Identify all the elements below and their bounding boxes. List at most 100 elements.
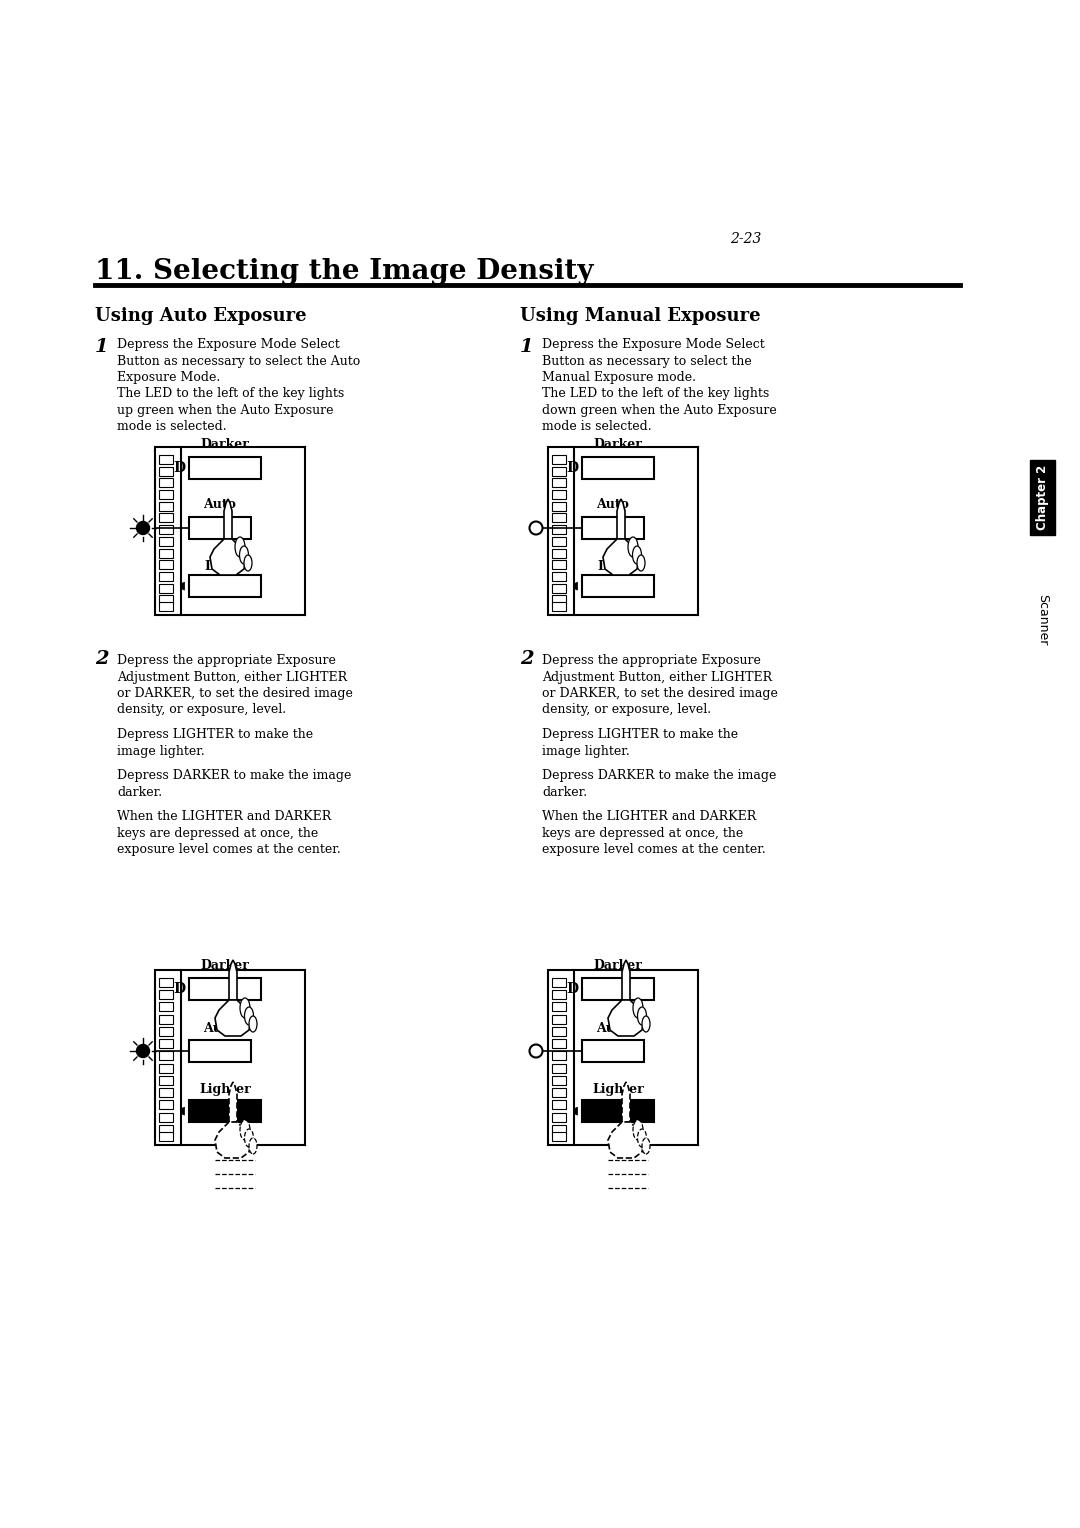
Ellipse shape bbox=[240, 998, 249, 1018]
Text: darker.: darker. bbox=[542, 785, 588, 799]
Text: mode is selected.: mode is selected. bbox=[542, 420, 651, 434]
Ellipse shape bbox=[633, 545, 642, 564]
Bar bbox=[189, 1100, 261, 1122]
Bar bbox=[159, 978, 173, 987]
Bar bbox=[159, 536, 173, 545]
Ellipse shape bbox=[235, 536, 245, 558]
Text: The LED to the left of the key lights: The LED to the left of the key lights bbox=[117, 388, 345, 400]
Circle shape bbox=[529, 521, 542, 535]
Text: 2-23: 2-23 bbox=[730, 232, 761, 246]
Text: When the LIGHTER and DARKER: When the LIGHTER and DARKER bbox=[117, 810, 332, 824]
Bar bbox=[582, 575, 654, 597]
Ellipse shape bbox=[642, 1138, 650, 1154]
Bar bbox=[159, 1002, 173, 1012]
Text: ◖: ◖ bbox=[572, 581, 578, 591]
Bar bbox=[159, 1015, 173, 1024]
Text: image lighter.: image lighter. bbox=[117, 744, 205, 758]
Text: or DARKER, to set the desired image: or DARKER, to set the desired image bbox=[117, 688, 353, 700]
Text: Using Auto Exposure: Using Auto Exposure bbox=[95, 307, 307, 325]
Bar bbox=[159, 1100, 173, 1109]
Text: D: D bbox=[173, 983, 185, 996]
Bar bbox=[189, 1041, 251, 1062]
Text: up green when the Auto Exposure: up green when the Auto Exposure bbox=[117, 403, 334, 417]
Bar bbox=[552, 584, 566, 593]
Bar bbox=[552, 1039, 566, 1048]
Ellipse shape bbox=[244, 1129, 254, 1148]
Text: Lighter: Lighter bbox=[199, 1083, 251, 1096]
Circle shape bbox=[529, 1045, 542, 1057]
Ellipse shape bbox=[249, 1016, 257, 1031]
Bar bbox=[552, 990, 566, 999]
Bar bbox=[159, 1063, 173, 1073]
Bar bbox=[159, 1088, 173, 1097]
Bar bbox=[159, 1125, 173, 1134]
Text: Ligh←: Ligh← bbox=[597, 559, 639, 573]
Text: Darker: Darker bbox=[594, 960, 643, 972]
Bar bbox=[582, 1041, 644, 1062]
Text: Au←: Au← bbox=[596, 1022, 625, 1034]
Bar bbox=[159, 549, 173, 558]
Ellipse shape bbox=[240, 545, 248, 564]
Text: Button as necessary to select the Auto: Button as necessary to select the Auto bbox=[117, 354, 361, 368]
Bar bbox=[189, 457, 261, 478]
Bar bbox=[159, 990, 173, 999]
Text: D: D bbox=[566, 461, 578, 475]
Text: 1: 1 bbox=[95, 338, 109, 356]
Bar bbox=[159, 490, 173, 500]
Text: Darker: Darker bbox=[594, 439, 643, 451]
Ellipse shape bbox=[633, 1120, 643, 1140]
Text: 2: 2 bbox=[519, 649, 534, 668]
Ellipse shape bbox=[627, 536, 638, 558]
Polygon shape bbox=[215, 999, 251, 1036]
Text: keys are depressed at once, the: keys are depressed at once, the bbox=[542, 827, 743, 839]
Bar bbox=[159, 1076, 173, 1085]
Text: exposure level comes at the center.: exposure level comes at the center. bbox=[117, 843, 341, 856]
Bar bbox=[552, 455, 566, 465]
Text: Darker: Darker bbox=[201, 439, 249, 451]
Polygon shape bbox=[229, 1082, 237, 1122]
Ellipse shape bbox=[637, 555, 645, 571]
Bar bbox=[159, 596, 173, 604]
Text: The LED to the left of the key lights: The LED to the left of the key lights bbox=[542, 388, 769, 400]
Text: ◖: ◖ bbox=[572, 1106, 578, 1115]
Text: Depress LIGHTER to make the: Depress LIGHTER to make the bbox=[542, 727, 738, 741]
Bar bbox=[159, 513, 173, 523]
Polygon shape bbox=[608, 999, 644, 1036]
Text: Ligh←: Ligh← bbox=[204, 559, 246, 573]
Bar bbox=[1030, 460, 1055, 535]
Bar bbox=[159, 501, 173, 510]
Bar bbox=[159, 1112, 173, 1122]
Polygon shape bbox=[215, 1122, 251, 1158]
Bar bbox=[159, 1051, 173, 1060]
Polygon shape bbox=[210, 539, 246, 575]
Ellipse shape bbox=[637, 1007, 647, 1025]
Text: Using Manual Exposure: Using Manual Exposure bbox=[519, 307, 760, 325]
Ellipse shape bbox=[637, 1129, 647, 1148]
Bar bbox=[552, 549, 566, 558]
Text: Adjustment Button, either LIGHTER: Adjustment Button, either LIGHTER bbox=[542, 671, 772, 683]
Bar bbox=[552, 513, 566, 523]
Bar bbox=[552, 501, 566, 510]
Polygon shape bbox=[617, 500, 625, 539]
Bar bbox=[552, 1002, 566, 1012]
Text: Depress DARKER to make the image: Depress DARKER to make the image bbox=[542, 769, 777, 782]
Bar bbox=[552, 478, 566, 487]
Bar bbox=[552, 1051, 566, 1060]
Bar bbox=[552, 526, 566, 535]
Bar bbox=[159, 602, 173, 611]
Bar bbox=[189, 978, 261, 999]
Bar bbox=[552, 978, 566, 987]
Bar bbox=[159, 584, 173, 593]
Polygon shape bbox=[229, 960, 237, 999]
Bar bbox=[552, 1015, 566, 1024]
Bar bbox=[552, 571, 566, 581]
Text: Manual Exposure mode.: Manual Exposure mode. bbox=[542, 371, 696, 384]
Text: Lighter: Lighter bbox=[592, 1083, 644, 1096]
Text: Chapter 2: Chapter 2 bbox=[1036, 465, 1049, 530]
Circle shape bbox=[136, 521, 149, 535]
Bar bbox=[582, 978, 654, 999]
Bar bbox=[552, 1132, 566, 1141]
Text: exposure level comes at the center.: exposure level comes at the center. bbox=[542, 843, 766, 856]
Text: Depress the appropriate Exposure: Depress the appropriate Exposure bbox=[117, 654, 336, 668]
Polygon shape bbox=[224, 500, 232, 539]
